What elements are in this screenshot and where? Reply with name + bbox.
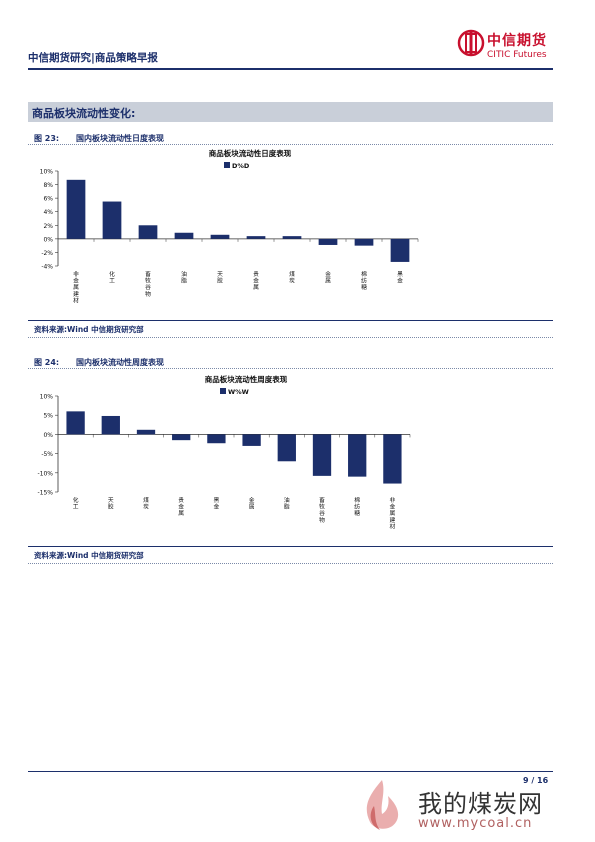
y-tick-label: 5% bbox=[43, 413, 53, 420]
figure-24-source-rule bbox=[28, 563, 553, 564]
x-category-label: 天胶 bbox=[217, 271, 223, 285]
y-tick-label: -2% bbox=[41, 250, 53, 257]
bar-棉纺糖 bbox=[348, 434, 367, 477]
y-tick-label: -15% bbox=[37, 490, 53, 497]
weekly-liquidity-chart: 商品板块流动性周度表现 W%W 10% 5% 0% -5% -10% -15% 化工 天胶 煤炭 贵金… bbox=[37, 374, 411, 530]
bar-天胶 bbox=[210, 234, 230, 239]
x-category-label: 贵金属 bbox=[178, 496, 184, 517]
bar-天胶 bbox=[101, 415, 120, 435]
figure-24-number: 图 24: bbox=[34, 358, 60, 367]
x-category-label: 黑金 bbox=[397, 271, 403, 285]
x-category-label: 贵金属 bbox=[253, 270, 259, 291]
y-tick-label: 0% bbox=[43, 432, 53, 439]
legend-label: D%D bbox=[232, 162, 250, 170]
x-category-label: 非金属建材 bbox=[73, 270, 79, 304]
report-header-title: 中信期货研究|商品策略早报 bbox=[28, 52, 158, 64]
x-category-label: 棉纺糖 bbox=[361, 270, 367, 291]
y-tick-label: -4% bbox=[41, 264, 53, 271]
bar-非金属建材 bbox=[66, 179, 86, 239]
y-tick-label: 2% bbox=[43, 223, 53, 230]
chart-title: 商品板块流动性周度表现 bbox=[205, 374, 288, 384]
bar-贵金属 bbox=[246, 236, 266, 239]
bar-化工 bbox=[66, 411, 85, 435]
y-tick-label: 8% bbox=[43, 182, 53, 189]
x-category-label: 畜牧谷物 bbox=[145, 270, 151, 298]
figure-24-top-rule bbox=[28, 368, 553, 369]
bar-煤炭 bbox=[136, 429, 156, 435]
x-category-label: 金属 bbox=[325, 270, 331, 285]
page-number: 9 / 16 bbox=[523, 776, 549, 785]
figure-24-bottom-rule bbox=[28, 546, 553, 547]
bar-棉纺糖 bbox=[354, 238, 374, 246]
bar-油脂 bbox=[174, 232, 194, 239]
flame-logo-icon bbox=[366, 780, 399, 830]
x-category-label: 油脂 bbox=[181, 270, 187, 285]
chart-title: 商品板块流动性日度表现 bbox=[209, 148, 292, 158]
legend-swatch bbox=[220, 388, 226, 394]
logo-chinese-name: 中信期货 bbox=[487, 33, 547, 49]
daily-liquidity-chart: 商品板块流动性日度表现 D%D 10% 8% 6% 4% 2% 0% -2% -4% 非金属建材 化工… bbox=[40, 148, 419, 304]
x-category-label: 棉纺糖 bbox=[354, 496, 360, 517]
x-category-label: 天胶 bbox=[108, 497, 114, 511]
figure-23-bottom-rule bbox=[28, 320, 553, 321]
figure-24-caption: 国内板块流动性周度表现 bbox=[76, 358, 164, 367]
y-tick-label: -10% bbox=[37, 470, 53, 477]
x-category-label: 黑金 bbox=[213, 497, 219, 511]
y-tick-label: 10% bbox=[40, 394, 54, 401]
bar-畜牧谷物 bbox=[138, 225, 158, 239]
header-divider bbox=[28, 68, 553, 70]
figure-23-caption: 国内板块流动性日度表现 bbox=[76, 134, 164, 143]
x-category-label: 畜牧谷物 bbox=[319, 496, 325, 524]
y-tick-label: 10% bbox=[40, 169, 54, 176]
bar-贵金属 bbox=[172, 434, 191, 441]
x-category-label: 煤炭 bbox=[143, 496, 149, 511]
legend-swatch bbox=[224, 162, 230, 168]
x-category-label: 化工 bbox=[73, 496, 79, 511]
logo-english-name: CITIC Futures bbox=[487, 50, 547, 60]
bar-非金属建材 bbox=[383, 434, 402, 484]
figure-23-source-rule bbox=[28, 337, 553, 338]
bar-煤炭 bbox=[282, 236, 302, 239]
watermark-text: 我的煤炭网 bbox=[418, 790, 543, 818]
bar-化工 bbox=[102, 201, 122, 239]
bar-油脂 bbox=[277, 434, 296, 462]
bar-黑金 bbox=[390, 238, 410, 262]
bar-畜牧谷物 bbox=[312, 434, 332, 476]
y-tick-label: -5% bbox=[41, 451, 53, 458]
x-category-label: 化工 bbox=[109, 270, 115, 285]
x-category-label: 非金属建材 bbox=[389, 496, 395, 530]
legend-label: W%W bbox=[228, 388, 249, 396]
y-tick-label: 4% bbox=[43, 209, 53, 216]
citic-logo-icon bbox=[457, 29, 485, 57]
section-heading: 商品板块流动性变化: bbox=[32, 107, 136, 120]
bar-金属 bbox=[242, 434, 261, 446]
x-category-label: 金属 bbox=[249, 496, 255, 511]
figure-23-number: 图 23: bbox=[34, 134, 60, 143]
footer-divider bbox=[28, 771, 553, 772]
x-category-label: 油脂 bbox=[284, 496, 290, 511]
y-tick-label: 0% bbox=[43, 236, 53, 243]
bar-金属 bbox=[318, 238, 338, 245]
x-category-label: 煤炭 bbox=[289, 270, 295, 285]
watermark-url: www.mycoal.cn bbox=[418, 816, 533, 831]
bar-黑金 bbox=[207, 434, 226, 444]
section-heading-bar: 商品板块流动性变化: bbox=[28, 102, 553, 122]
figure-24-source: 资料来源:Wind 中信期货研究部 bbox=[34, 551, 144, 560]
y-tick-label: 6% bbox=[43, 196, 53, 203]
figure-23-top-rule bbox=[28, 144, 553, 145]
figure-23-source: 资料来源:Wind 中信期货研究部 bbox=[34, 325, 144, 334]
